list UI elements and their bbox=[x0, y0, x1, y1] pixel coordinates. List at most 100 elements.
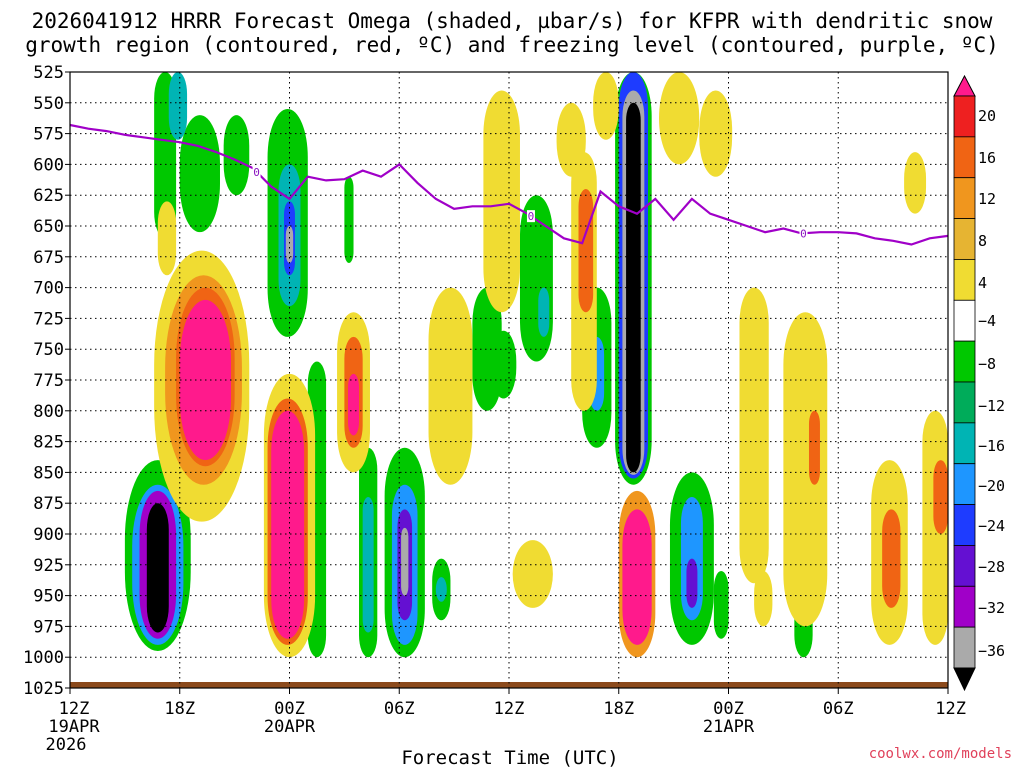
chart-title-line-2: growth region (contoured, red, ºC) and f… bbox=[25, 33, 999, 57]
omega-cell-55 bbox=[578, 189, 594, 313]
x-tick-label-0: 12Z bbox=[59, 699, 90, 719]
colorbar-label-8: −16 bbox=[978, 437, 1005, 455]
y-tick-label-11: 800 bbox=[33, 402, 64, 422]
omega-cell-20 bbox=[490, 330, 517, 399]
omega-cell-56 bbox=[593, 72, 619, 140]
y-tick-label-19: 1000 bbox=[23, 648, 64, 668]
x-tick-label-7: 06Z bbox=[823, 699, 854, 719]
colorbar-band-2 bbox=[953, 136, 976, 179]
x-tick-date-2: 20APR bbox=[264, 717, 316, 737]
x-tick-label-1: 18Z bbox=[164, 699, 195, 719]
freezing-label-bg-1 bbox=[526, 210, 535, 223]
colorbar-band-4 bbox=[953, 218, 976, 260]
colorbar-band-11 bbox=[953, 504, 976, 546]
y-tick-label-10: 775 bbox=[33, 371, 64, 391]
omega-cell-4 bbox=[190, 152, 213, 214]
omega-cell-69 bbox=[904, 152, 927, 214]
y-tick-label-16: 925 bbox=[33, 556, 64, 576]
omega-cell-46 bbox=[271, 410, 305, 639]
terrain-strip bbox=[70, 682, 948, 688]
omega-cell-10 bbox=[344, 176, 354, 263]
omega-cell-32 bbox=[713, 570, 729, 639]
colorbar-label-4: 4 bbox=[978, 274, 987, 292]
omega-cell-62 bbox=[754, 570, 773, 627]
freezing-level-label-0: 0 bbox=[253, 166, 260, 179]
x-tick-label-5: 18Z bbox=[603, 699, 634, 719]
y-tick-label-12: 825 bbox=[33, 433, 64, 453]
colorbar-band-5 bbox=[953, 259, 976, 301]
x-tick-date-6: 21APR bbox=[703, 717, 755, 737]
y-tick-label-0: 525 bbox=[33, 63, 64, 83]
omega-cell-59 bbox=[658, 72, 700, 165]
y-tick-label-5: 650 bbox=[33, 217, 64, 237]
chart-title-line-1: 2026041912 HRRR Forecast Omega (shaded, … bbox=[32, 9, 993, 33]
colorbar-label-7: −12 bbox=[978, 397, 1005, 415]
colorbar-label-11: −28 bbox=[978, 558, 1005, 576]
freezing-level-label-2: 0 bbox=[800, 227, 807, 240]
omega-cell-66 bbox=[882, 509, 901, 608]
omega-cell-16 bbox=[401, 527, 409, 596]
x-tick-label-8: 12Z bbox=[935, 699, 966, 719]
plot-area: 0 0 0 bbox=[69, 71, 949, 689]
y-tick-label-3: 600 bbox=[33, 155, 64, 175]
omega-cell-28 bbox=[626, 102, 641, 473]
y-tick-label-13: 850 bbox=[33, 463, 64, 483]
colorbar-band-6 bbox=[953, 299, 976, 342]
colorbar-label-13: −36 bbox=[978, 642, 1005, 660]
colorbar-bottom-arrow bbox=[953, 667, 976, 692]
freezing-level-label-1: 0 bbox=[528, 210, 535, 223]
colorbar-band-7 bbox=[953, 340, 976, 383]
omega-cell-51 bbox=[483, 90, 520, 313]
omega-cell-50 bbox=[428, 287, 473, 485]
omega-cell-38 bbox=[146, 503, 169, 633]
y-axis: 525 550 575 600 625 650 675 700 725 750 775 800 825 8… bbox=[23, 63, 70, 699]
omega-cell-3 bbox=[168, 72, 188, 140]
y-tick-label-9: 750 bbox=[33, 340, 64, 360]
colorbar-label-1: 16 bbox=[978, 149, 996, 167]
y-tick-label-6: 675 bbox=[33, 248, 64, 268]
y-tick-label-20: 1025 bbox=[23, 679, 64, 699]
colorbar-label-12: −32 bbox=[978, 599, 1005, 617]
colorbar-label-6: −8 bbox=[978, 355, 996, 373]
colorbar-label-9: −20 bbox=[978, 477, 1005, 495]
x-tick-date-0: 19APR bbox=[48, 717, 100, 737]
colorbar-band-13 bbox=[953, 585, 976, 628]
colorbar-label-0: 20 bbox=[978, 107, 996, 125]
colorbar-label-5: −4 bbox=[978, 312, 996, 330]
omega-cell-18 bbox=[435, 577, 447, 602]
omega-cell-61 bbox=[739, 287, 769, 584]
omega-cell-68 bbox=[933, 460, 948, 534]
omega-cell-31 bbox=[686, 558, 698, 608]
omega-cell-58 bbox=[622, 509, 652, 645]
omega-cell-52 bbox=[512, 540, 553, 608]
colorbar-label-2: 12 bbox=[978, 190, 996, 208]
omega-cell-43 bbox=[157, 201, 177, 276]
colorbar: 20 16 12 8 4 −4 −8 −12 −16 −20 −24 −28 −32 −36 bbox=[953, 74, 1005, 692]
y-tick-label-8: 725 bbox=[33, 309, 64, 329]
freezing-label-bg-0 bbox=[252, 165, 261, 178]
x-tick-label-4: 12Z bbox=[494, 699, 525, 719]
colorbar-band-9 bbox=[953, 422, 976, 465]
colorbar-top-arrow bbox=[953, 74, 976, 97]
freezing-label-bg-2 bbox=[799, 227, 808, 240]
omega-cell-8 bbox=[285, 226, 294, 263]
x-tick-year-0: 2026 bbox=[46, 735, 87, 755]
colorbar-label-3: 8 bbox=[978, 232, 987, 250]
colorbar-band-3 bbox=[953, 177, 976, 219]
y-tick-label-18: 975 bbox=[33, 617, 64, 637]
omega-cell-2 bbox=[223, 115, 250, 196]
colorbar-band-12 bbox=[953, 545, 976, 587]
x-tick-label-2: 00Z bbox=[274, 699, 305, 719]
colorbar-band-10 bbox=[953, 463, 976, 505]
omega-cell-64 bbox=[808, 410, 820, 485]
omega-cell-12 bbox=[362, 497, 374, 633]
colorbar-band-1 bbox=[953, 95, 976, 138]
omega-cell-22 bbox=[538, 287, 550, 337]
y-tick-label-14: 875 bbox=[33, 494, 64, 514]
y-tick-label-4: 625 bbox=[33, 186, 64, 206]
y-tick-label-2: 575 bbox=[33, 125, 64, 145]
colorbar-band-8 bbox=[953, 381, 976, 424]
y-tick-label-1: 550 bbox=[33, 94, 64, 114]
